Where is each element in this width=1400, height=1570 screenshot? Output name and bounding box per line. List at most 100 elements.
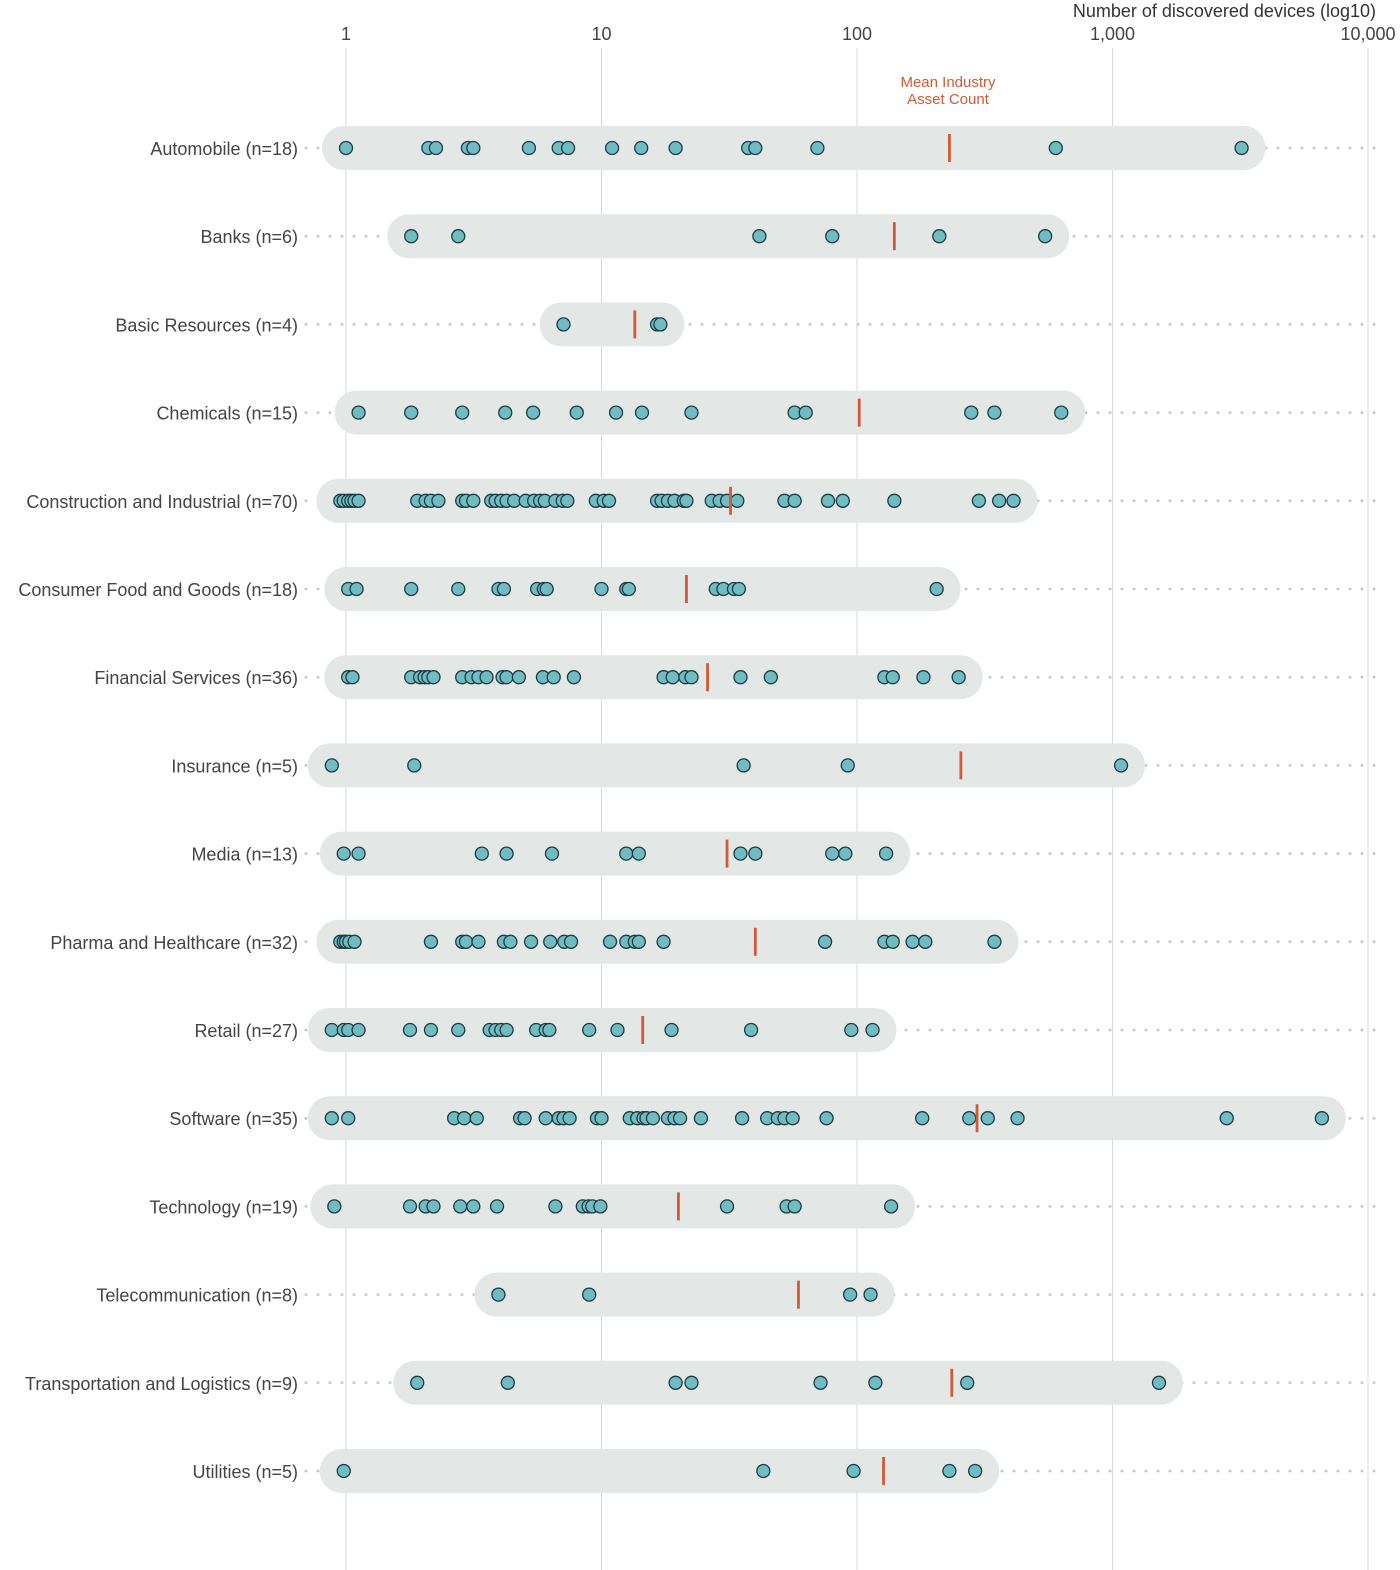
x-tick-label-100: 100 [842, 24, 872, 44]
data-point [608, 405, 624, 420]
row-pharma-and-healthcare: Pharma and Healthcare (n=32) [50, 919, 1382, 964]
data-point [916, 670, 931, 685]
data-point [503, 934, 518, 949]
data-point [423, 1022, 439, 1038]
range-band [307, 743, 1146, 788]
data-point [733, 846, 748, 861]
data-point [453, 1199, 468, 1214]
data-point [351, 846, 366, 861]
row-label: Automobile (n=18) [150, 139, 298, 159]
data-point [863, 1287, 878, 1302]
data-point [404, 581, 419, 597]
data-point [813, 1375, 828, 1390]
data-point [479, 670, 494, 685]
row-construction-and-industrial: Construction and Industrial (n=70) [26, 478, 1382, 523]
mean-annotation-line1: Mean Industry [900, 74, 996, 91]
data-point [621, 581, 637, 597]
data-point [542, 1022, 557, 1038]
data-point [951, 670, 966, 685]
row-retail: Retail (n=27) [194, 1008, 1382, 1052]
data-point [1219, 1111, 1234, 1126]
data-point [428, 140, 444, 156]
data-point [679, 493, 694, 508]
data-point [602, 934, 618, 949]
data-point [324, 758, 339, 773]
vertical-gridlines [345, 48, 1369, 1570]
data-point [604, 140, 620, 156]
data-point [496, 581, 512, 597]
data-point [451, 1022, 466, 1038]
data-point [347, 934, 362, 949]
data-point [887, 493, 902, 508]
x-axis-ticks: 1 10 100 1,000 10,000 [341, 24, 1396, 44]
data-point [345, 670, 360, 685]
data-point [915, 1111, 930, 1126]
data-point [426, 1199, 441, 1214]
range-band [387, 214, 1070, 259]
data-point [787, 1199, 802, 1214]
data-point [929, 581, 944, 597]
data-point [668, 1375, 683, 1390]
data-point [967, 1463, 983, 1479]
data-point [404, 229, 419, 244]
row-chemicals: Chemicals (n=15) [156, 390, 1382, 435]
data-point [407, 758, 422, 773]
data-point [471, 934, 486, 949]
data-point [987, 934, 1002, 949]
data-point [610, 1022, 625, 1038]
range-band [310, 1184, 916, 1229]
data-point [327, 1199, 342, 1214]
row-media: Media (n=13) [191, 831, 1382, 876]
data-point [402, 1199, 418, 1214]
data-point [402, 1022, 418, 1038]
data-point [594, 581, 609, 597]
data-point [672, 1111, 688, 1126]
row-telecommunication: Telecommunication (n=8) [96, 1272, 1382, 1317]
row-label: Software (n=35) [169, 1109, 298, 1129]
data-point [785, 1111, 800, 1126]
row-label: Technology (n=19) [149, 1197, 298, 1217]
data-point [499, 1022, 514, 1038]
range-band [319, 831, 911, 876]
data-point [431, 493, 446, 508]
data-point [498, 405, 513, 420]
data-point [748, 846, 763, 861]
data-point [500, 1375, 516, 1390]
data-point [668, 140, 683, 156]
data-point [885, 934, 900, 949]
data-point [885, 670, 900, 685]
data-point [1006, 493, 1021, 508]
row-technology: Technology (n=19) [149, 1184, 1382, 1229]
data-point [842, 1287, 858, 1302]
range-band [539, 302, 685, 347]
data-point [817, 934, 833, 949]
data-point [1314, 1111, 1330, 1126]
data-point [404, 405, 419, 420]
data-point [752, 229, 767, 244]
data-point [825, 229, 840, 244]
range-band [474, 1272, 895, 1317]
row-label: Telecommunication (n=8) [96, 1286, 298, 1306]
data-point [684, 1375, 699, 1390]
data-point [466, 140, 481, 156]
data-point [593, 1199, 608, 1214]
data-point [878, 846, 894, 861]
data-point [336, 846, 351, 861]
row-transportation-and-logistics: Transportation and Logistics (n=9) [25, 1360, 1382, 1405]
data-point [525, 405, 541, 420]
row-label: Utilities (n=5) [192, 1462, 298, 1482]
row-basic-resources: Basic Resources (n=4) [115, 302, 1382, 347]
data-point [451, 229, 466, 244]
data-point [645, 1111, 661, 1126]
data-point [962, 1111, 977, 1126]
data-point [601, 493, 617, 508]
data-point [548, 1199, 563, 1214]
data-point [763, 670, 778, 685]
data-point [543, 934, 558, 949]
data-point [634, 405, 650, 420]
data-point [844, 1022, 859, 1038]
x-tick-label-10000: 10,000 [1340, 24, 1395, 44]
data-point [719, 1199, 735, 1214]
data-point [1037, 229, 1053, 244]
data-point [756, 1463, 771, 1479]
